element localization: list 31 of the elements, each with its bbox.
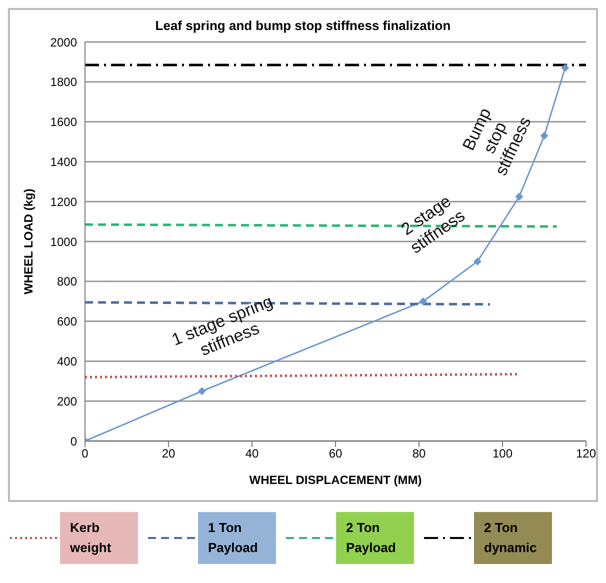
point bbox=[198, 387, 206, 396]
x-tick-label: 80 bbox=[412, 446, 426, 461]
y-tick-label: 1400 bbox=[50, 154, 78, 169]
legend-label: 1 Ton Payload bbox=[198, 512, 276, 564]
y-tick-label: 1600 bbox=[50, 115, 78, 130]
x-tick-label: 0 bbox=[82, 446, 89, 461]
x-tick-label: 60 bbox=[328, 446, 342, 461]
y-axis-title: WHEEL LOAD (kg) bbox=[21, 188, 36, 294]
y-tick-label: 1200 bbox=[50, 194, 78, 209]
y-tick-label: 200 bbox=[56, 394, 78, 408]
point bbox=[561, 64, 570, 72]
point bbox=[540, 132, 548, 140]
y-tick-label: 600 bbox=[56, 314, 78, 329]
x-tick-label: 120 bbox=[576, 446, 596, 461]
x-tick-label: 100 bbox=[492, 446, 513, 461]
y-tick-label: 1000 bbox=[50, 234, 78, 249]
x-tick-label: 20 bbox=[162, 446, 176, 461]
point bbox=[515, 192, 524, 201]
point bbox=[473, 257, 482, 266]
y-tick-label: 800 bbox=[56, 274, 78, 289]
x-tick-label: 40 bbox=[245, 446, 259, 461]
point bbox=[419, 297, 428, 306]
legend-label: 2 Ton dynamic bbox=[474, 512, 552, 564]
x-axis-title: WHEEL DISPLACEMENT (MM) bbox=[249, 473, 422, 487]
legend-label: 2 Ton Payload bbox=[336, 512, 414, 564]
y-tick-label: 0 bbox=[70, 434, 78, 448]
y-tick-label: 1800 bbox=[50, 75, 78, 90]
legend-label: Kerb weight bbox=[60, 512, 138, 564]
y-tick-label: 2000 bbox=[50, 35, 78, 50]
y-tick-label: 400 bbox=[56, 354, 78, 368]
chart-title: Leaf spring and bump stop stiffness finalization bbox=[154, 18, 452, 35]
